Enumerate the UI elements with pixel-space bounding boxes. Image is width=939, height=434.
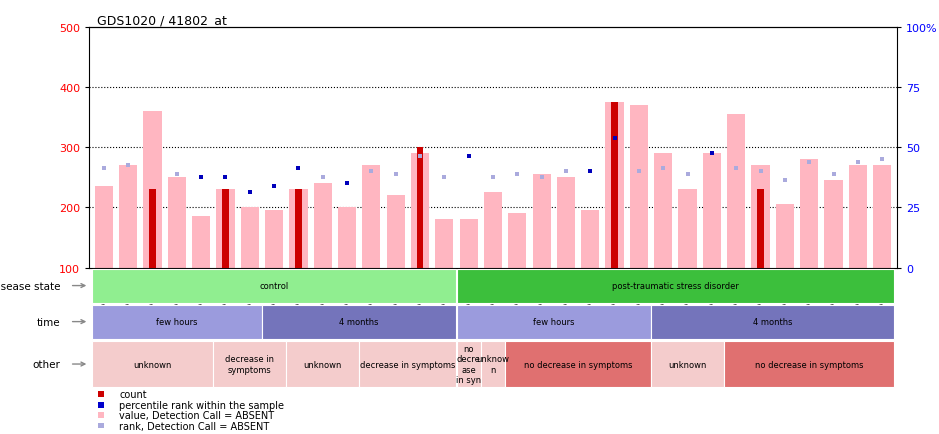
Bar [611, 103, 618, 268]
Text: decrease in
symptoms: decrease in symptoms [225, 355, 274, 374]
Bar [456, 269, 894, 303]
Bar [679, 190, 697, 268]
Bar [456, 341, 481, 387]
Text: count: count [119, 389, 146, 399]
Bar [435, 220, 454, 268]
Text: unknown: unknown [669, 360, 707, 368]
Bar [581, 211, 599, 268]
Bar [417, 148, 423, 268]
Bar [459, 220, 478, 268]
Bar [751, 166, 770, 268]
Bar [92, 341, 213, 387]
Bar [289, 190, 307, 268]
Bar [360, 341, 456, 387]
Text: 4 months: 4 months [339, 317, 379, 326]
Bar [362, 166, 380, 268]
Text: unknown: unknown [133, 360, 172, 368]
Text: no decrease in symptoms: no decrease in symptoms [755, 360, 864, 368]
Bar [481, 341, 505, 387]
Bar [411, 154, 429, 268]
Bar [240, 208, 259, 268]
Bar [265, 211, 284, 268]
Bar [800, 160, 818, 268]
Text: percentile rank within the sample: percentile rank within the sample [119, 400, 285, 410]
Bar [484, 193, 502, 268]
Bar [557, 178, 575, 268]
Text: few hours: few hours [156, 317, 197, 326]
Bar [757, 190, 764, 268]
Text: no
decre
ase
in syn: no decre ase in syn [456, 344, 481, 384]
Text: few hours: few hours [533, 317, 575, 326]
Text: time: time [37, 317, 60, 327]
Bar [149, 190, 156, 268]
Text: 4 months: 4 months [753, 317, 793, 326]
Text: decrease in symptoms: decrease in symptoms [361, 360, 455, 368]
Bar [654, 154, 672, 268]
Bar [727, 115, 746, 268]
Text: disease state: disease state [0, 281, 60, 291]
Text: value, Detection Call = ABSENT: value, Detection Call = ABSENT [119, 411, 274, 421]
Bar [508, 214, 527, 268]
Text: control: control [259, 281, 288, 290]
Bar [338, 208, 356, 268]
Bar [144, 112, 162, 268]
Bar [216, 190, 235, 268]
Text: GDS1020 / 41802_at: GDS1020 / 41802_at [98, 14, 227, 27]
Bar [95, 187, 113, 268]
Bar [192, 217, 210, 268]
Bar [630, 106, 648, 268]
Bar [92, 269, 456, 303]
Bar [295, 190, 301, 268]
Bar [456, 305, 651, 339]
Bar [702, 154, 721, 268]
Text: unknow
n: unknow n [476, 355, 510, 374]
Text: no decrease in symptoms: no decrease in symptoms [524, 360, 632, 368]
Bar [776, 205, 794, 268]
Bar [314, 184, 331, 268]
Bar [724, 341, 894, 387]
Bar [606, 103, 623, 268]
Bar [532, 175, 551, 268]
Bar [168, 178, 186, 268]
Bar [119, 166, 137, 268]
Text: unknown: unknown [303, 360, 342, 368]
Bar [286, 341, 359, 387]
Text: other: other [32, 359, 60, 369]
Bar [652, 341, 724, 387]
Text: rank, Detection Call = ABSENT: rank, Detection Call = ABSENT [119, 421, 269, 431]
Bar [873, 166, 891, 268]
Bar [262, 305, 456, 339]
Bar [213, 341, 286, 387]
Bar [222, 190, 229, 268]
Bar [505, 341, 651, 387]
Bar [824, 181, 842, 268]
Text: post-traumatic stress disorder: post-traumatic stress disorder [612, 281, 739, 290]
Bar [652, 305, 894, 339]
Bar [92, 305, 262, 339]
Bar [849, 166, 867, 268]
Bar [387, 196, 405, 268]
